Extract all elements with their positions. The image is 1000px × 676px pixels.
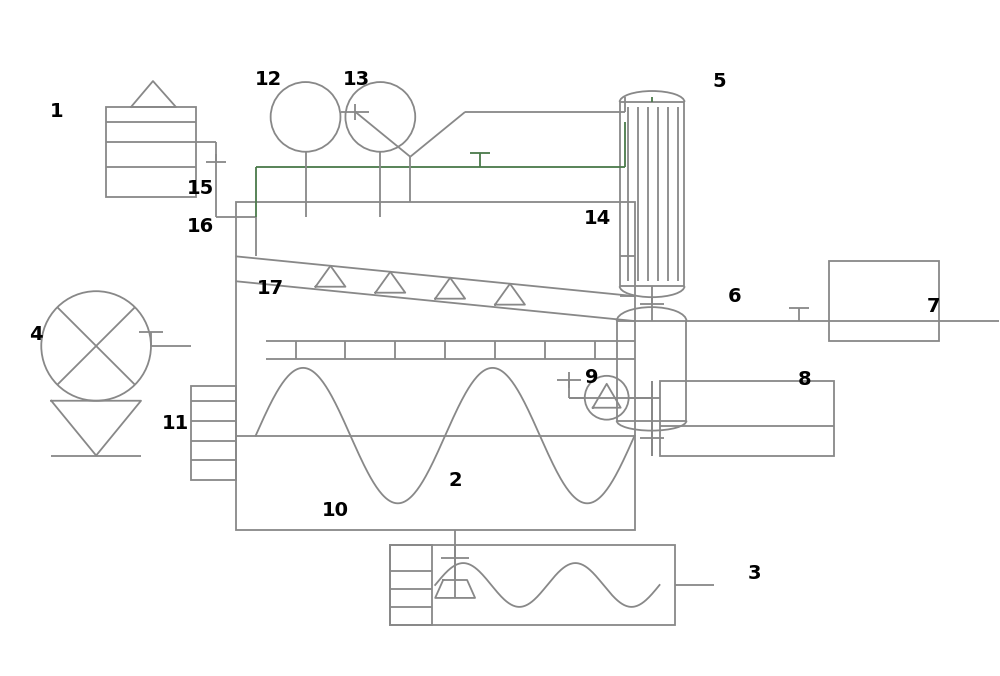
Bar (829, 262, 939, 341)
Text: 5: 5 (713, 72, 726, 91)
Bar (620, 102, 684, 286)
Bar (236, 201, 635, 530)
Bar (660, 381, 834, 456)
Bar (191, 386, 236, 481)
Text: 8: 8 (797, 370, 811, 389)
Text: 9: 9 (585, 368, 598, 387)
Text: 15: 15 (187, 179, 214, 198)
Text: 7: 7 (927, 297, 941, 316)
Text: 11: 11 (162, 414, 190, 433)
Text: 13: 13 (343, 70, 370, 89)
Text: 17: 17 (257, 279, 284, 297)
Text: 10: 10 (322, 501, 349, 520)
Bar (390, 545, 432, 625)
Text: 14: 14 (584, 209, 611, 228)
Bar (617, 321, 686, 420)
Text: 2: 2 (448, 471, 462, 490)
Bar (106, 107, 196, 197)
Text: 4: 4 (29, 324, 43, 343)
Text: 12: 12 (255, 70, 282, 89)
Bar (390, 545, 675, 625)
Text: 3: 3 (748, 564, 761, 583)
Text: 16: 16 (187, 217, 214, 236)
Text: 6: 6 (728, 287, 741, 306)
Text: 1: 1 (49, 103, 63, 122)
